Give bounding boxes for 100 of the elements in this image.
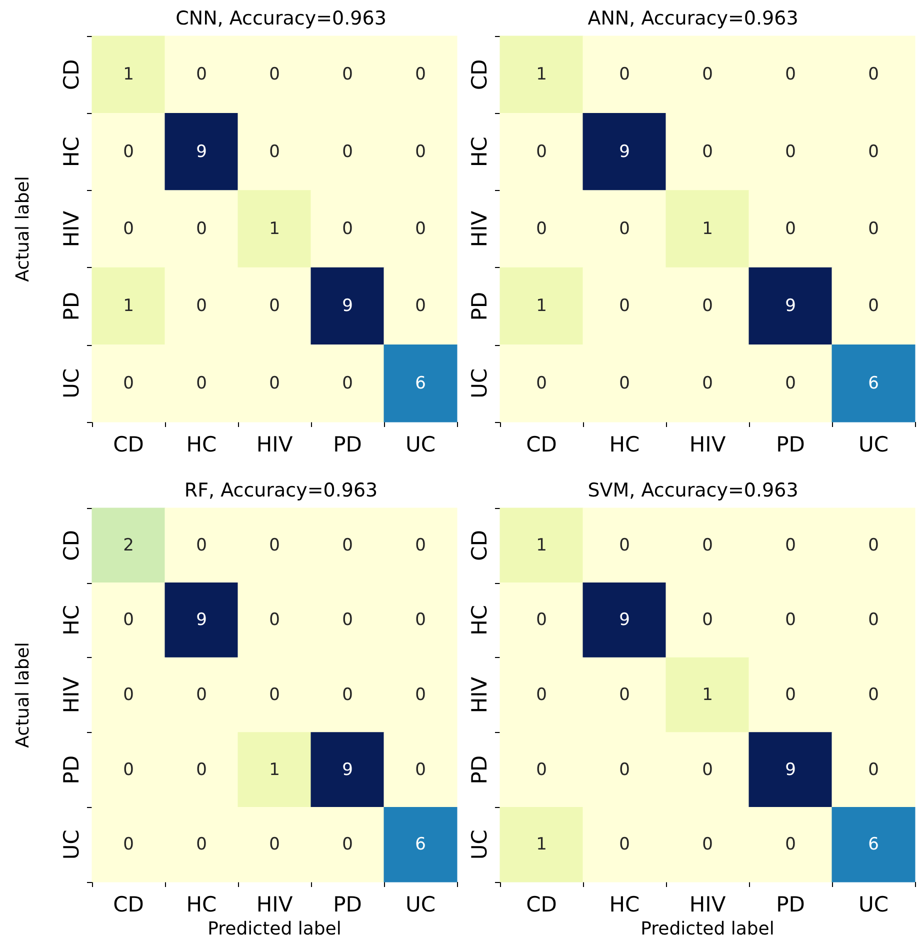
data-label: 1 [536,64,547,85]
x-tick-label: CD [526,432,557,456]
data-label: 0 [269,610,280,630]
y-tick-label: HC [468,604,492,636]
data-label: 0 [536,760,547,780]
data-label: 0 [536,142,547,162]
x-tick-label: UC [858,432,889,456]
data-label: 0 [342,685,353,705]
data-label: 9 [196,610,207,630]
data-label: 0 [415,535,426,556]
data-label: 0 [619,834,630,855]
y-tick-label: CD [60,59,84,90]
y-tick-label: HIV [468,676,492,714]
y-axis-title: Actual label [12,176,34,282]
data-label: 0 [123,219,134,239]
x-tick-label: HC [186,432,217,456]
y-tick-label: HC [60,604,84,636]
y-tick-label: PD [60,755,84,784]
data-label: 0 [702,610,713,630]
x-tick-label: CD [113,892,144,916]
data-label: 0 [619,64,630,85]
y-tick-label: HIV [468,210,492,248]
y-tick-label: HIV [60,676,84,714]
data-label: 0 [785,373,796,394]
data-label: 0 [702,535,713,556]
x-tick-label: UC [858,892,889,916]
data-label: 0 [619,685,630,705]
y-tick-label: UC [468,830,492,860]
data-label: 0 [785,142,796,162]
data-label: 0 [123,373,134,394]
data-label: 9 [196,142,207,162]
data-label: 0 [868,685,879,705]
x-tick-label: CD [526,892,557,916]
data-label: 6 [868,373,879,394]
x-tick-label: PD [776,892,805,916]
data-label: 0 [123,834,134,855]
data-label: 0 [123,142,134,162]
x-tick-label: HC [609,892,640,916]
data-label: 0 [785,64,796,85]
data-label: 2 [123,535,134,556]
data-label: 0 [536,610,547,630]
data-label: 0 [868,142,879,162]
chart-title: RF, Accuracy=0.963 [184,480,378,502]
chart-title: CNN, Accuracy=0.963 [176,8,386,30]
data-label: 0 [619,760,630,780]
data-label: 0 [702,64,713,85]
y-tick-label: UC [468,368,492,398]
data-label: 0 [196,373,207,394]
data-label: 1 [536,834,547,855]
data-label: 0 [868,760,879,780]
data-label: 9 [619,142,630,162]
x-tick-label: UC [405,432,436,456]
data-label: 0 [415,610,426,630]
data-label: 0 [196,685,207,705]
y-tick-label: UC [60,830,84,860]
data-label: 0 [196,64,207,85]
x-tick-label: HIV [689,432,726,456]
data-label: 0 [415,760,426,780]
chart-title: SVM, Accuracy=0.963 [588,480,798,502]
y-tick-label: PD [468,755,492,784]
chart-title: ANN, Accuracy=0.963 [588,8,798,30]
data-label: 0 [536,373,547,394]
data-label: 0 [702,834,713,855]
data-label: 0 [123,610,134,630]
data-label: 1 [123,64,134,85]
data-label: 0 [342,219,353,239]
y-tick-label: HC [60,136,84,168]
data-label: 0 [269,142,280,162]
y-axis-title: Actual label [12,642,34,748]
y-tick-label: CD [468,59,492,90]
data-label: 0 [702,296,713,316]
data-label: 0 [868,610,879,630]
data-label: 0 [415,296,426,316]
data-label: 1 [536,296,547,316]
x-axis-title: Predicted label [208,918,342,940]
data-label: 0 [342,610,353,630]
data-label: 0 [123,760,134,780]
data-label: 0 [702,760,713,780]
data-label: 1 [123,296,134,316]
data-label: 0 [619,535,630,556]
data-label: 0 [196,760,207,780]
data-label: 0 [196,834,207,855]
x-tick-label: HC [186,892,217,916]
y-tick-label: UC [60,368,84,398]
x-tick-label: PD [333,892,362,916]
data-label: 0 [702,373,713,394]
data-label: 6 [868,834,879,855]
data-label: 0 [196,219,207,239]
x-tick-label: HC [609,432,640,456]
x-tick-label: PD [776,432,805,456]
data-label: 0 [342,64,353,85]
y-tick-label: CD [60,530,84,561]
x-axis-title: Predicted label [640,918,774,940]
data-label: 1 [702,219,713,239]
data-label: 1 [536,535,547,556]
data-label: 0 [619,296,630,316]
data-label: 0 [123,685,134,705]
data-label: 0 [868,219,879,239]
x-tick-label: CD [113,432,144,456]
data-label: 0 [342,142,353,162]
